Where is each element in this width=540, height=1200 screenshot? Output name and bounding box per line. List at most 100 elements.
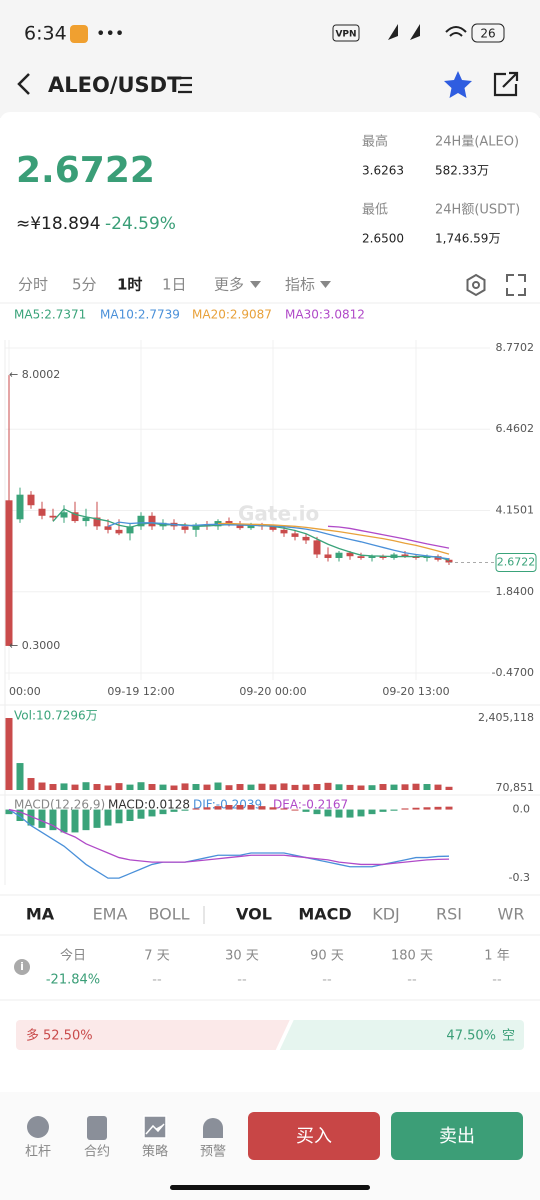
nav-label[interactable]: 预警 bbox=[200, 1144, 226, 1160]
ma-legend: MA20:2.9087 bbox=[192, 308, 272, 322]
y-tick-label: 2,405,118 bbox=[478, 711, 534, 724]
volume-bar bbox=[115, 783, 123, 790]
buy-label[interactable]: 买入 bbox=[296, 1126, 332, 1147]
sell-button[interactable] bbox=[391, 1112, 523, 1160]
share[interactable] bbox=[493, 71, 519, 97]
pair-menu[interactable] bbox=[178, 76, 192, 94]
volume-bar bbox=[280, 783, 288, 790]
ma-line bbox=[107, 521, 450, 560]
volume-bar bbox=[313, 784, 321, 790]
x-tick-label: 09-20 13:00 bbox=[382, 685, 449, 698]
interval[interactable]: 5分 bbox=[72, 276, 97, 294]
tab-active[interactable]: VOL bbox=[236, 905, 272, 924]
nav-icon[interactable] bbox=[143, 1115, 167, 1139]
info-icon[interactable] bbox=[14, 959, 30, 975]
tab[interactable]: BOLL bbox=[148, 905, 189, 924]
ma-legend: MA10:2.7739 bbox=[100, 308, 180, 322]
tab-active[interactable]: MACD bbox=[298, 905, 351, 924]
macd-bar bbox=[159, 809, 167, 815]
candle-body bbox=[225, 521, 233, 525]
macd-bar bbox=[401, 808, 409, 810]
candle-body bbox=[148, 515, 156, 527]
candle-body bbox=[104, 526, 112, 530]
macd-legend: MACD:0.0128 bbox=[108, 798, 190, 812]
interval-more[interactable]: 更多 bbox=[214, 276, 244, 294]
vpn: VPN bbox=[335, 30, 356, 40]
macd-bar bbox=[225, 805, 233, 810]
volume-bar bbox=[27, 778, 35, 790]
interval[interactable]: 1日 bbox=[162, 276, 187, 294]
interval[interactable]: 分时 bbox=[18, 276, 48, 294]
last-price-text: 2.6722 bbox=[497, 555, 536, 568]
interval-active[interactable]: 1时 bbox=[117, 276, 142, 294]
sell-label[interactable]: 卖出 bbox=[439, 1126, 475, 1147]
buy-button[interactable] bbox=[248, 1112, 380, 1160]
settings[interactable] bbox=[466, 273, 486, 297]
candle-body bbox=[368, 556, 376, 558]
nav-label[interactable]: 策略 bbox=[142, 1144, 168, 1160]
back[interactable] bbox=[17, 73, 30, 95]
volume-bar bbox=[236, 784, 244, 790]
volume-bar bbox=[126, 784, 134, 790]
x-tick-label: 00:00 bbox=[9, 685, 41, 698]
y-tick-label: 0.0 bbox=[513, 803, 531, 816]
candle-body bbox=[38, 508, 46, 516]
change: -24.59% bbox=[105, 214, 176, 234]
macd-bar bbox=[27, 809, 35, 826]
volume-bar bbox=[291, 784, 299, 790]
period-change: -- bbox=[152, 973, 162, 988]
volume-bar bbox=[148, 784, 156, 790]
watermark: Gate.io bbox=[238, 502, 319, 526]
volume-bar bbox=[434, 784, 442, 790]
tab-active[interactable]: MA bbox=[26, 905, 55, 924]
favorite[interactable] bbox=[444, 71, 472, 98]
stat-value: 582.33万 bbox=[435, 164, 489, 178]
macd-bar bbox=[368, 809, 376, 815]
volume-bar bbox=[379, 784, 387, 790]
macd-bar bbox=[412, 807, 420, 810]
candle-body bbox=[5, 500, 13, 646]
nav-icon[interactable] bbox=[87, 1116, 107, 1140]
candle-body bbox=[313, 540, 321, 555]
period-change: -21.84% bbox=[46, 973, 100, 988]
macd-legend: MACD(12,26,9) bbox=[14, 798, 105, 812]
volume-bar bbox=[137, 782, 145, 790]
candle-body bbox=[60, 512, 68, 518]
stat-label: 24H量(ALEO) bbox=[435, 135, 519, 150]
pair[interactable]: ALEO/USDT bbox=[48, 73, 182, 97]
long-text: 多 bbox=[26, 1028, 39, 1044]
extreme-label: ← 8.0002 bbox=[9, 368, 60, 381]
nav-label[interactable]: 合约 bbox=[84, 1145, 110, 1160]
volume-bar bbox=[5, 718, 13, 790]
macd-bar bbox=[423, 807, 431, 810]
macd-bar bbox=[434, 806, 442, 810]
stat-label: 最高 bbox=[362, 134, 388, 150]
signal bbox=[388, 24, 420, 40]
candle-body bbox=[335, 552, 343, 558]
macd-bar bbox=[71, 809, 79, 833]
fullscreen[interactable] bbox=[506, 274, 526, 296]
tab[interactable]: RSI bbox=[436, 905, 462, 924]
nav-icon[interactable] bbox=[27, 1116, 49, 1138]
cny-price: ≈¥18.894 bbox=[16, 214, 101, 234]
nav-icon[interactable] bbox=[203, 1118, 223, 1138]
x-tick-label: 09-19 12:00 bbox=[107, 685, 174, 698]
volume-bar bbox=[214, 782, 222, 790]
candle-body bbox=[126, 526, 134, 534]
candle-body bbox=[324, 554, 332, 558]
macd-bar bbox=[16, 809, 24, 821]
candle-body bbox=[302, 536, 310, 541]
vpn-box bbox=[332, 24, 360, 42]
candle-body bbox=[16, 494, 24, 520]
macd-bar bbox=[49, 809, 57, 831]
tab[interactable]: WR bbox=[498, 905, 525, 924]
candle-body bbox=[401, 554, 409, 557]
indicator-menu[interactable]: 指标 bbox=[285, 276, 315, 294]
tab[interactable]: KDJ bbox=[372, 905, 400, 924]
candle-body bbox=[49, 515, 57, 518]
nav-label[interactable]: 杠杆 bbox=[25, 1144, 51, 1160]
volume-bar bbox=[93, 784, 101, 790]
tab[interactable]: EMA bbox=[93, 905, 128, 924]
period-change: -- bbox=[407, 973, 417, 988]
